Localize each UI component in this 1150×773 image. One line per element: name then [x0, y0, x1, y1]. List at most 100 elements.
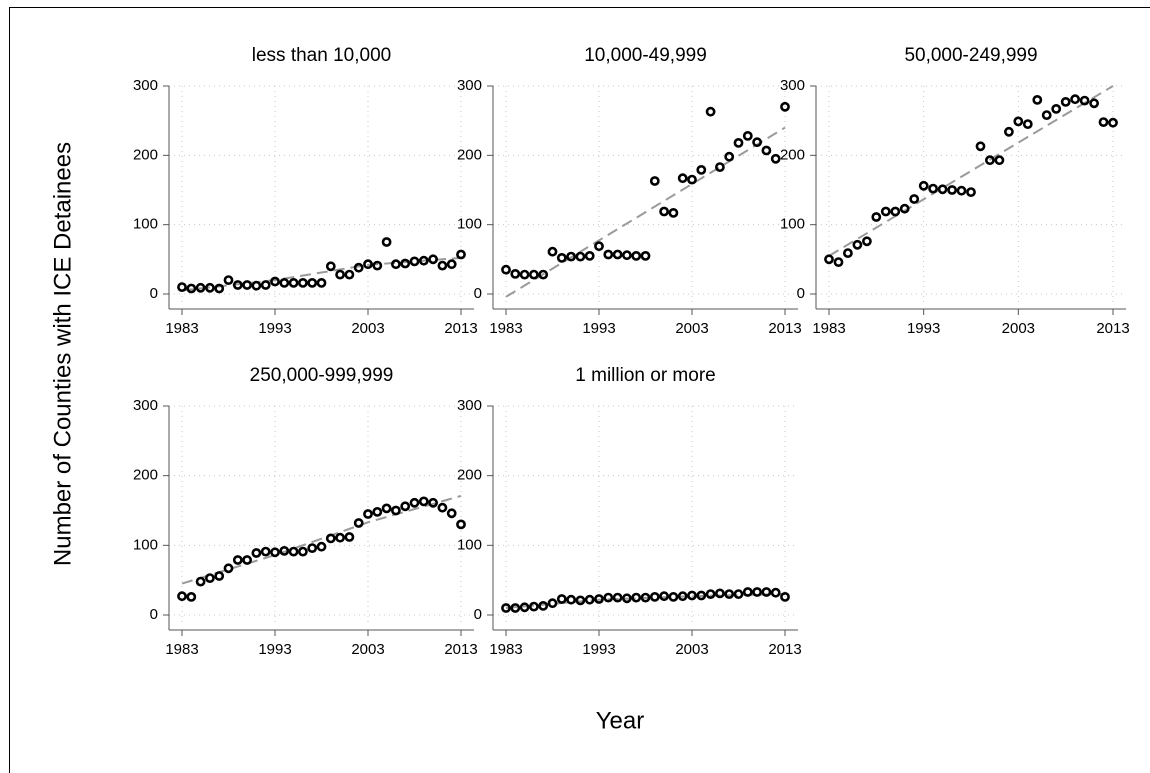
panel-1-data-point — [316, 277, 327, 288]
panel-5-y-tick-label: 300 — [457, 397, 482, 414]
panel-2-data-point — [501, 264, 511, 275]
panel-1-data-point — [204, 282, 215, 293]
panel-2-x-tick-label: 1983 — [489, 320, 522, 337]
panel-3-data-point — [862, 236, 872, 247]
panel-5-data-point — [780, 592, 790, 602]
panel-4-data-point — [260, 546, 271, 557]
panel-5-data-point — [668, 592, 679, 602]
panel-2-y-tick-label: 300 — [457, 77, 482, 94]
panel-5-data-point — [761, 587, 772, 597]
panel-5-data-point — [547, 598, 558, 609]
panel-5-data-point — [510, 603, 521, 613]
panel-1-data-point — [372, 260, 383, 271]
panel-4-data-point — [242, 555, 252, 565]
panel-4-data-point — [437, 502, 448, 513]
panel-4-data-point — [428, 497, 438, 508]
panel-5-data-point — [696, 590, 707, 601]
panel-3-y-tick-label: 200 — [780, 146, 805, 163]
panel-3-data-point — [975, 141, 986, 152]
panel-5-x-tick-label: 2003 — [675, 641, 708, 658]
panel-5-data-point — [519, 602, 530, 613]
panel-3-y-tick-label: 300 — [780, 77, 805, 94]
panel-2-data-point — [677, 173, 688, 184]
panel-1-x-tick-label: 2003 — [351, 320, 384, 337]
panel-1-data-point — [297, 277, 308, 288]
panel-4-data-point — [288, 546, 299, 557]
panel-2-data-point — [687, 174, 697, 185]
panel-1-y-tick-label: 0 — [150, 285, 158, 302]
panel-5-data-point — [687, 590, 697, 601]
panel-3-data-point — [1060, 97, 1071, 107]
panel-5-data-point — [724, 589, 735, 599]
panel-2-data-point — [668, 207, 679, 218]
panel-3-x-tick-label: 1993 — [907, 320, 940, 337]
panel-2-data-point — [594, 241, 604, 252]
panel-1-data-point — [325, 261, 336, 272]
panel-3-data-point — [1089, 98, 1099, 109]
panel-1-data-point — [437, 260, 448, 271]
panel-1-x-tick-label: 1983 — [165, 320, 198, 337]
panel-3-data-point — [871, 212, 882, 222]
panel-3-data-point — [1013, 116, 1024, 127]
panel-5-x-tick-label: 2013 — [768, 641, 801, 658]
panel-5-data-point — [705, 589, 716, 599]
panel-4-data-point — [390, 505, 401, 516]
panel-5-data-point — [677, 591, 688, 602]
panel-3-data-point — [890, 206, 901, 217]
panel-1-data-point — [288, 277, 299, 288]
panel-2-data-point — [556, 252, 567, 263]
panel-1-data-point — [279, 277, 290, 288]
panel-4-data-point — [381, 503, 392, 514]
panel-2-data-point — [612, 249, 623, 260]
panel-3-data-point — [833, 257, 844, 267]
panel-2-data-point — [705, 106, 716, 117]
panel-5-y-tick-label: 100 — [457, 536, 482, 553]
panel-1-x-tick-label: 2013 — [444, 320, 477, 337]
panel-4-data-point — [251, 548, 262, 558]
panel-3-data-point — [1079, 95, 1090, 106]
panel-4-y-tick-label: 0 — [150, 606, 158, 623]
panel-5-data-point — [594, 594, 604, 604]
panel-1-data-point — [353, 262, 364, 273]
panel-4-data-point — [270, 547, 280, 558]
panel-1-data-point — [223, 275, 234, 285]
panel-4-trend-line — [181, 494, 462, 585]
panel-5-data-point — [715, 588, 725, 599]
panel-2-y-tick-label: 100 — [457, 216, 482, 233]
panel-2-data-point — [780, 101, 790, 112]
panel-3-data-point — [1108, 117, 1118, 128]
panel-5-data-point — [742, 587, 753, 597]
panel-1-data-point — [242, 280, 252, 290]
panel-4-title: 250,000-999,999 — [250, 365, 394, 386]
panel-1-data-point — [232, 280, 243, 290]
panel-5-data-point — [603, 592, 614, 603]
panel-3-data-point — [937, 184, 948, 195]
panel-4-data-point — [232, 555, 243, 565]
chart-frame — [9, 7, 1150, 773]
panel-5-data-point — [622, 593, 632, 604]
panel-4-data-point — [363, 509, 373, 519]
panel-3-data-point — [956, 185, 967, 196]
panel-2-data-point — [603, 249, 614, 260]
panel-3-data-point — [824, 254, 834, 265]
panel-3-trend-line — [828, 85, 1114, 257]
panel-4-data-point — [279, 546, 290, 556]
panel-2-data-point — [566, 251, 576, 262]
panel-3-data-point — [1032, 95, 1043, 105]
panel-2-data-point — [519, 269, 530, 280]
panel-4-data-point — [409, 497, 420, 508]
panel-1-data-point — [195, 282, 206, 293]
panel-2-data-point — [547, 246, 558, 257]
panel-3-title: 50,000-249,999 — [904, 45, 1037, 66]
y-axis-title: Number of Counties with ICE Detainees — [49, 142, 76, 566]
panel-2-data-point — [529, 269, 539, 280]
panel-1-data-point — [335, 269, 345, 280]
panel-3-data-point — [1041, 110, 1052, 120]
panel-2-data-point — [622, 250, 632, 261]
panel-4-x-tick-label: 1993 — [258, 641, 291, 658]
panel-2-y-tick-label: 0 — [474, 285, 482, 302]
panel-1-data-point — [177, 282, 187, 292]
panel-2-data-point — [696, 164, 707, 175]
panel-3-data-point — [852, 239, 863, 250]
panel-2-y-tick-label: 200 — [457, 146, 482, 163]
